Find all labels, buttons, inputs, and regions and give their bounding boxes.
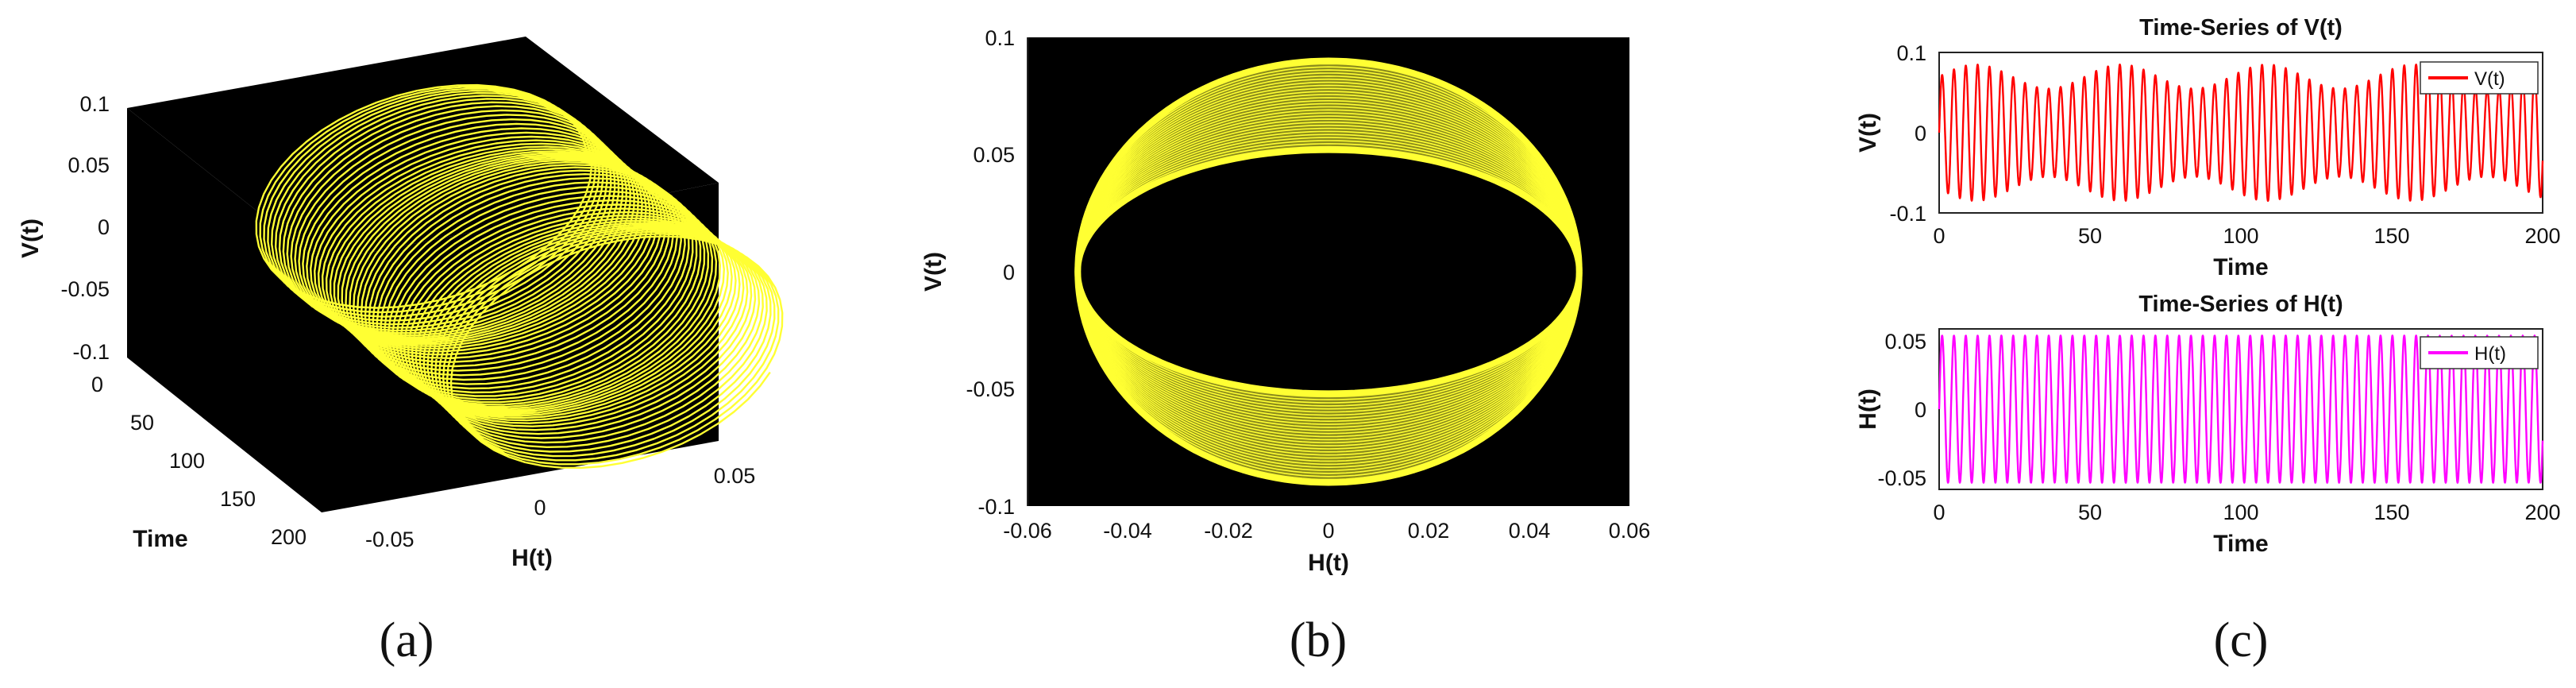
panel-b-ytick-1: 0.05	[973, 143, 1015, 167]
panel-b-ytick-0: 0.1	[985, 26, 1015, 50]
panel-c-top-series-v	[1938, 64, 2544, 202]
panel-c-bottom-legend: H(t)	[2420, 336, 2539, 369]
panel-c-bottom-series-h	[1938, 334, 2544, 484]
panel-a-xtick-0: -0.05	[365, 528, 415, 551]
panel-a-label: (a)	[380, 613, 434, 667]
panel-b-xtick-2: -0.02	[1204, 519, 1253, 543]
panel-c-top-ylabel: V(t)	[1855, 113, 1881, 153]
panel-c-bottom-title: Time-Series of H(t)	[2138, 292, 2343, 317]
panel-a-ztick-3: -0.05	[60, 277, 110, 301]
panel-c-top-ytick-1: 0	[1915, 122, 1926, 145]
panel-a-xtick-2: 0.05	[714, 464, 756, 488]
panel-c-top-ytick-2: -0.1	[1889, 202, 1926, 226]
panel-c-bottom-ylabel: H(t)	[1855, 388, 1881, 430]
panel-b-ytick-2: 0	[1003, 261, 1015, 284]
panel-b-xtick-5: 0.04	[1509, 519, 1551, 543]
panel-c-top-line	[1938, 64, 2544, 202]
panel-b-phase-curve	[1074, 57, 1583, 486]
panel-b-xlabel: H(t)	[1308, 550, 1349, 576]
panel-a-ytick-2: 100	[169, 449, 205, 473]
panel-c-bottom-ytick-0: 0.05	[1884, 330, 1926, 354]
panel-c-bottom-line	[1938, 334, 2544, 484]
panel-a-ztick-1: 0.05	[67, 153, 110, 177]
panel-a-ztick-4: -0.1	[72, 340, 110, 364]
panel-c-bottom: Time-Series of H(t) 0.05 0 -0.05 H(t) 0 …	[1855, 292, 2561, 667]
panel-b-xtick-1: -0.04	[1103, 519, 1152, 543]
panel-c-bottom-ytick-2: -0.05	[1877, 466, 1926, 490]
panel-c-top: Time-Series of V(t) 0.1 0 -0.1 V(t) 0 50…	[1855, 15, 2561, 280]
panel-a-trajectory	[255, 83, 784, 470]
panel-a-ztick-2: 0	[98, 215, 110, 239]
panel-b: 0.1 0.05 0 -0.05 -0.1 V(t) -0.06 -0.04 -…	[920, 26, 1650, 667]
panel-c-top-legend-label: V(t)	[2474, 68, 2505, 90]
panel-c-top-xtick-1: 50	[2078, 224, 2102, 248]
panel-a-xlabel: H(t)	[511, 545, 553, 571]
panel-b-ylabel: V(t)	[920, 252, 947, 292]
panel-c-bottom-xtick-3: 150	[2374, 501, 2409, 524]
panel-b-band-1	[1074, 57, 1583, 486]
panel-b-ytick-4: -0.1	[978, 495, 1015, 519]
panel-a-ytick-0: 0	[91, 373, 103, 396]
panel-b-ytick-3: -0.05	[966, 377, 1015, 401]
panel-c-bottom-xtick-0: 0	[1933, 501, 1945, 524]
panel-b-xtick-4: 0.02	[1408, 519, 1450, 543]
panel-a-helix	[255, 83, 784, 470]
panel-b-xtick-3: 0	[1322, 519, 1334, 543]
panel-c-top-ytick-0: 0.1	[1896, 41, 1926, 65]
panel-c-bottom-xtick-4: 200	[2524, 501, 2560, 524]
panel-c-bottom-xlabel: Time	[2213, 531, 2268, 557]
panel-a-xtick-1: 0	[534, 496, 546, 520]
panel-c-top-xtick-2: 100	[2223, 224, 2258, 248]
panel-a-ytick-3: 150	[220, 487, 256, 511]
panel-a: 0.1 0.05 0 -0.05 -0.1 V(t) 0 50 100 150 …	[17, 37, 784, 667]
panel-c-bottom-legend-label: H(t)	[2474, 343, 2506, 365]
panel-a-ytick-4: 200	[271, 525, 307, 549]
panel-b-xtick-6: 0.06	[1609, 519, 1651, 543]
panel-a-ztick-0: 0.1	[79, 92, 110, 116]
panel-a-ylabel: Time	[133, 526, 187, 552]
panel-c-top-xtick-3: 150	[2374, 224, 2409, 248]
panel-c-top-xlabel: Time	[2213, 254, 2268, 280]
panel-c-top-xtick-0: 0	[1933, 224, 1945, 248]
panel-b-label: (b)	[1290, 613, 1347, 667]
panel-c-top-legend: V(t)	[2420, 61, 2539, 95]
panel-c-label: (c)	[2214, 613, 2269, 667]
panel-c-bottom-xtick-1: 50	[2078, 501, 2102, 524]
panel-b-ring-fill	[1078, 60, 1579, 483]
panel-b-xtick-0: -0.06	[1003, 519, 1052, 543]
panel-c-bottom-xtick-2: 100	[2223, 501, 2258, 524]
panel-c-top-xtick-4: 200	[2524, 224, 2560, 248]
panel-c-bottom-ytick-1: 0	[1915, 398, 1926, 422]
panel-a-ytick-1: 50	[130, 411, 154, 435]
panel-a-zlabel: V(t)	[17, 218, 44, 258]
panel-a-left-face	[127, 108, 322, 512]
panel-c-top-title: Time-Series of V(t)	[2139, 15, 2343, 41]
